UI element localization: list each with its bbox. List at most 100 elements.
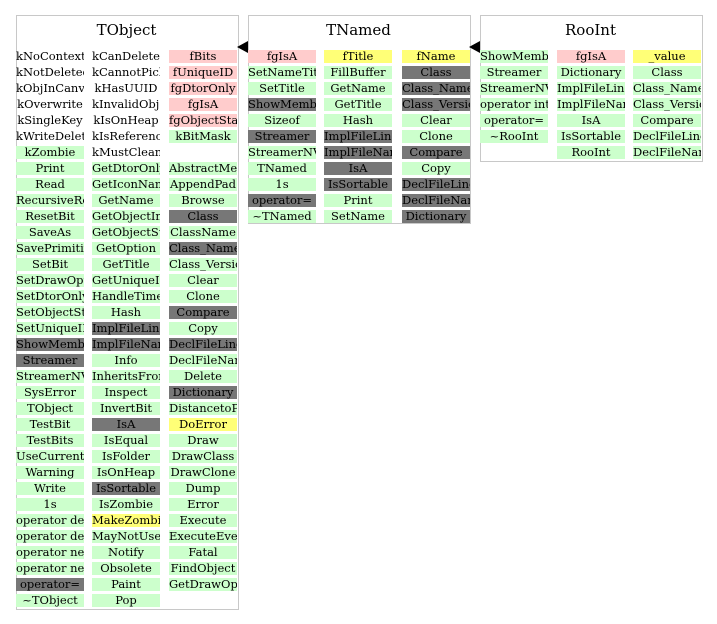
member-cell: DeclFileName [169, 354, 237, 367]
member-cell: Streamer [480, 66, 548, 79]
member-cell: GetIconName [92, 178, 160, 191]
member-cell: IsSortable [92, 482, 160, 495]
member-cell: SetBit [16, 258, 84, 271]
member-cell: Streamer [248, 130, 316, 143]
member-cell: ImplFileName [92, 338, 160, 351]
member-cell: AbstractMethod [169, 162, 237, 175]
member-cell: TestBits [16, 434, 84, 447]
member-cell: Copy [402, 162, 470, 175]
member-cell: Hash [324, 114, 392, 127]
member-cell: SetDtorOnly [16, 290, 84, 303]
member-cell: ~RooInt [480, 130, 548, 143]
member-cell: Error [169, 498, 237, 511]
member-cell: ExecuteEvent [169, 530, 237, 543]
member-cell: DeclFileLine [169, 338, 237, 351]
member-cell: kBitMask [169, 130, 237, 143]
member-cell: Sizeof [248, 114, 316, 127]
member-cell: kIsReferenced [92, 130, 160, 143]
member-cell: GetObjectInfo [92, 210, 160, 223]
inheritance-arrow-icon [237, 41, 248, 53]
member-cell: GetUniqueID [92, 274, 160, 287]
member-cell: GetObjectStat [92, 226, 160, 239]
member-cell: ImplFileLine [324, 130, 392, 143]
member-cell: kInvalidObject [92, 98, 160, 111]
member-cell: ShowMembers [16, 338, 84, 351]
member-cell: fgIsA [557, 50, 625, 63]
member-cell: IsA [324, 162, 392, 175]
member-cell: 1s [248, 178, 316, 191]
member-cell: SetNameTitle [248, 66, 316, 79]
member-cell: ShowMembers [248, 98, 316, 111]
class-title: TObject [96, 21, 157, 39]
member-cell: operator new [16, 546, 84, 559]
member-cell: StreamerNVirtual [16, 370, 84, 383]
member-cell: kNotDeleted [16, 66, 84, 79]
member-cell: Read [16, 178, 84, 191]
member-cell: Compare [633, 114, 701, 127]
member-cell: Print [16, 162, 84, 175]
member-cell: TObject [16, 402, 84, 415]
member-cell: Browse [169, 194, 237, 207]
member-cell: kHasUUID [94, 82, 158, 95]
member-cell: RecursiveRemove [16, 194, 84, 207]
member-cell: IsSortable [557, 130, 625, 143]
member-cell: kMustCleanup [92, 146, 160, 159]
member-cell: Fatal [169, 546, 237, 559]
member-cell: DrawClass [169, 450, 237, 463]
member-cell: DistancetoPrimitive [169, 402, 237, 415]
member-cell: operator= [480, 114, 548, 127]
member-cell: InheritsFrom [92, 370, 160, 383]
member-cell: Delete [169, 370, 237, 383]
member-cell: DeclFileLine [402, 178, 470, 191]
member-cell: IsFolder [92, 450, 160, 463]
member-cell: GetName [92, 194, 160, 207]
member-cell: Dictionary [557, 66, 625, 79]
member-cell: Pop [92, 594, 160, 607]
member-cell: Warning [16, 466, 84, 479]
member-cell: Hash [92, 306, 160, 319]
member-cell [169, 146, 237, 159]
member-cell: ClassName [169, 226, 237, 239]
member-cell: _value [633, 50, 701, 63]
member-cell: Clear [402, 114, 470, 127]
member-cell: fTitle [324, 50, 392, 63]
member-cell: GetOption [92, 242, 160, 255]
member-cell: IsA [557, 114, 625, 127]
member-cell: GetDtorOnly [92, 162, 160, 175]
member-cell: GetDrawOption [169, 578, 237, 591]
member-cell: kObjInCanvas [16, 82, 84, 95]
member-cell: fgIsA [248, 50, 316, 63]
member-cell: Class_Version [402, 98, 470, 111]
member-cell: SetUniqueID [16, 322, 84, 335]
member-cell: operator= [248, 194, 316, 207]
member-cell: StreamerNVirtual [248, 146, 316, 159]
member-cell: StreamerNVirtual [480, 82, 548, 95]
member-cell: Notify [92, 546, 160, 559]
member-cell: TNamed [248, 162, 316, 175]
member-cell: DrawClone [169, 466, 237, 479]
member-cell: operator new[] [16, 562, 84, 575]
member-cell: SetDrawOption [16, 274, 84, 287]
member-cell: Clone [169, 290, 237, 303]
member-cell: Class [633, 66, 701, 79]
member-cell: operator= [16, 578, 84, 591]
member-cell: IsEqual [92, 434, 160, 447]
member-cell: ~TNamed [248, 210, 316, 223]
member-cell: GetName [324, 82, 392, 95]
member-cell: kSingleKey [17, 114, 83, 127]
member-cell: HandleTimer [92, 290, 160, 303]
member-cell: ~TObject [16, 594, 84, 607]
member-cell: Clone [402, 130, 470, 143]
member-cell: ImplFileName [557, 98, 625, 111]
member-cell: fgDtorOnly [169, 82, 237, 95]
member-cell: AppendPad [169, 178, 237, 191]
member-cell: ImplFileName [324, 146, 392, 159]
member-cell: MayNotUse [92, 530, 160, 543]
member-cell: fUniqueID [169, 66, 237, 79]
inheritance-arrow-icon [469, 41, 480, 53]
member-cell: SetObjectStat [16, 306, 84, 319]
member-cell: RooInt [557, 146, 625, 159]
member-cell: Dictionary [169, 386, 237, 399]
member-cell: IsOnHeap [92, 466, 160, 479]
member-cell: Info [92, 354, 160, 367]
